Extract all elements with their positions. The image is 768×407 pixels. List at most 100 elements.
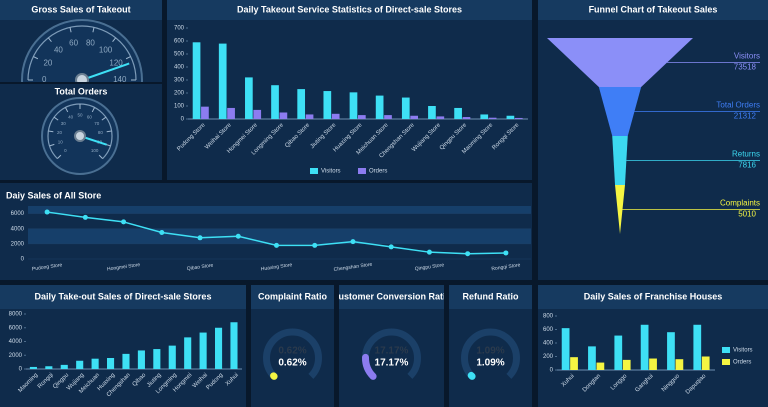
ratio-shadow-label: 1.09%: [476, 346, 504, 357]
bar: [436, 116, 445, 119]
title-bar: [0, 285, 246, 309]
gauge-tick: [98, 154, 103, 159]
bar: [480, 114, 489, 119]
y-tick-label: 0: [181, 117, 185, 123]
bar: [215, 327, 223, 369]
gauge-tick-label: 80: [98, 130, 104, 135]
point: [503, 250, 509, 256]
y-tick-label: 400: [543, 341, 554, 347]
funnel-segment: [615, 185, 625, 234]
legend-swatch: [310, 168, 318, 174]
gauge-tick-label: 40: [68, 115, 74, 120]
ratio-track: [263, 328, 322, 379]
gauge-tick-label: 70: [94, 121, 100, 126]
x-tick-label: Huaxing Store: [260, 262, 292, 272]
panel-title: Daily Takeout Service Statistics of Dire…: [237, 4, 462, 14]
bar: [640, 324, 649, 370]
point: [197, 235, 203, 241]
y-tick-label: 400: [174, 65, 185, 71]
y-tick-label: 2000: [9, 353, 23, 359]
bar: [701, 356, 710, 370]
gauge-tick-label: 100: [91, 148, 99, 153]
point: [274, 242, 279, 248]
gauge-tick: [48, 130, 54, 133]
gauge-tick: [65, 107, 69, 113]
gauge-tick: [92, 27, 95, 33]
ratio-shadow-label: 0.62%: [278, 346, 306, 357]
title-bar: [167, 0, 532, 20]
gauge-tick-label: 30: [61, 121, 67, 126]
point: [312, 242, 318, 248]
panel-title: Complaint Ratio: [258, 291, 328, 301]
legend-swatch: [722, 359, 730, 365]
ratio-label: 0.62%: [278, 358, 306, 369]
panel: Customer Conversion Ratio 17.17%17.17%: [332, 285, 452, 407]
bar: [384, 115, 392, 119]
title-bar: [538, 0, 768, 20]
y-tick-label: 700: [174, 26, 185, 32]
y-tick-label: 0: [21, 257, 25, 263]
ratio-arc: [467, 371, 476, 380]
title-bar: [339, 285, 444, 309]
point: [388, 244, 394, 250]
bar: [401, 97, 410, 119]
legend-label: Orders: [733, 360, 751, 366]
bar: [588, 346, 596, 370]
y-tick-label: 4000: [9, 339, 23, 345]
panel: Complaint Ratio 0.62%0.62%: [251, 285, 334, 407]
gauge-tick: [33, 56, 39, 60]
funnel-label: Returns: [732, 150, 760, 159]
panel-background: [167, 0, 532, 180]
bar: [153, 349, 161, 369]
panel: Daily Take-out Sales of Direct-sale Stor…: [0, 285, 246, 407]
y-tick-label: 300: [174, 78, 185, 84]
gauge-tick: [112, 37, 117, 43]
funnel-value: 5010: [738, 210, 756, 219]
x-tick-label: Pudong Store: [32, 262, 63, 272]
gauge-tick: [91, 107, 95, 113]
bar: [375, 95, 384, 119]
legend-label: Orders: [369, 169, 387, 175]
gauge-tick-label: 120: [109, 59, 123, 68]
gauge-tick-label: 50: [77, 112, 83, 117]
panel: Daily Sales of Franchise Houses 0 200 400 60…: [538, 285, 768, 407]
panel-title: Funnel Chart of Takeout Sales: [589, 4, 718, 14]
bar: [454, 107, 462, 119]
bar: [514, 117, 523, 119]
funnel-label: Visitors: [734, 52, 760, 61]
panel-title: Gross Sales of Takeout: [31, 4, 130, 14]
y-tick-label: 6000: [9, 325, 23, 331]
bar: [675, 359, 684, 370]
gauge-tick: [53, 116, 59, 121]
y-tick-label: 0: [550, 368, 554, 374]
panel-title: Total Orders: [55, 86, 108, 96]
funnel-label: Total Orders: [716, 101, 760, 110]
bar: [693, 324, 702, 370]
panel-title: Daiy Sales of All Store: [6, 190, 101, 200]
point: [426, 249, 432, 255]
y-tick-label: 800: [543, 314, 554, 320]
y-tick-label: 0: [19, 367, 23, 373]
bar: [323, 91, 332, 119]
panel-title: Refund Ratio: [463, 291, 519, 301]
legend-label: Visitors: [321, 169, 341, 175]
title-bar: [449, 285, 532, 309]
panel-title: Customer Conversion Ratio: [332, 291, 452, 301]
bar: [349, 92, 358, 119]
y-tick-label: 100: [174, 104, 185, 110]
ratio-arc: [362, 353, 377, 380]
bar: [245, 77, 253, 119]
panel-title: Daily Take-out Sales of Direct-sale Stor…: [35, 291, 212, 301]
funnel-value: 73518: [734, 63, 757, 72]
title-bar: [538, 285, 768, 309]
gauge-tick: [69, 27, 72, 33]
bar: [107, 358, 115, 369]
gauge-tick-label: 10: [58, 140, 64, 145]
panel: Refund Ratio 1.09%1.09%: [449, 285, 532, 407]
bar: [168, 345, 176, 369]
bar: [201, 106, 209, 119]
gauge-tick-label: 0: [42, 75, 47, 84]
grid-band: [28, 228, 531, 244]
